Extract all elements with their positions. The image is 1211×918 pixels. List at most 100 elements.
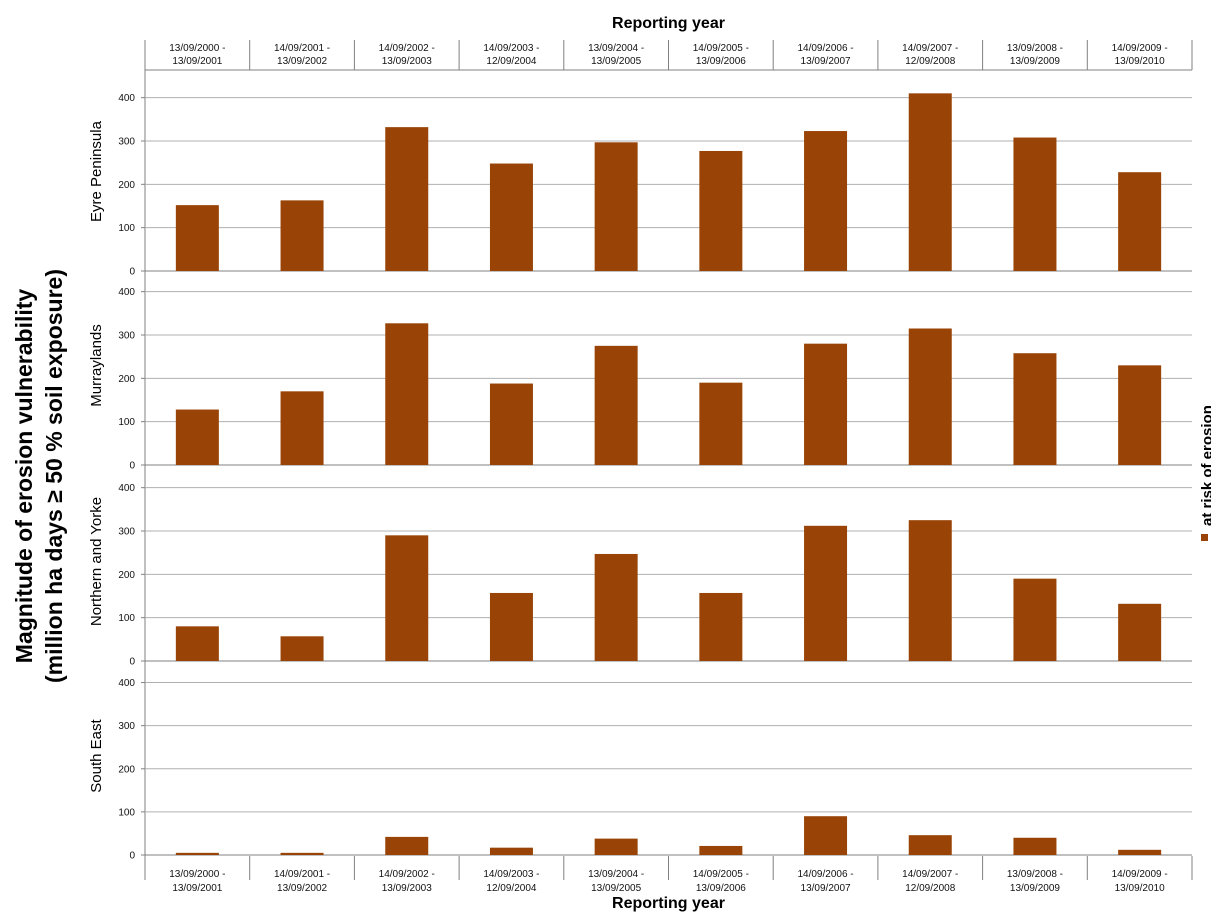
- bar: [280, 200, 324, 271]
- x-tick-label-top: 13/09/2003: [382, 56, 432, 67]
- x-tick-label-bottom: 13/09/2008 -: [1007, 869, 1063, 880]
- bar: [804, 343, 848, 465]
- x-tick-label-bottom: 13/09/2000 -: [169, 869, 225, 880]
- bar: [175, 626, 219, 661]
- legend-swatch: [1201, 534, 1208, 541]
- x-tick-label-top: 13/09/2004 -: [588, 43, 644, 54]
- x-tick-label-bottom: 14/09/2001 -: [274, 869, 330, 880]
- bar: [175, 205, 219, 271]
- y-tick-label: 200: [118, 180, 135, 191]
- y-tick-label: 100: [118, 613, 135, 624]
- x-tick-label-bottom: 13/09/2009: [1010, 883, 1060, 894]
- bar: [594, 345, 638, 465]
- bar: [804, 816, 848, 855]
- bar: [1118, 365, 1162, 465]
- y-axis-title-line2: (million ha days ≥ 50 % soil exposure): [41, 269, 67, 683]
- bar: [489, 847, 533, 855]
- x-tick-label-bottom: 13/09/2007: [801, 883, 851, 894]
- x-tick-label-top: 13/09/2001: [172, 56, 222, 67]
- bar: [908, 835, 952, 855]
- bar: [908, 93, 952, 271]
- bar: [594, 553, 638, 661]
- bar: [1118, 172, 1162, 271]
- bar: [1118, 603, 1162, 661]
- x-axis-title-bottom: Reporting year: [612, 895, 725, 912]
- bar: [804, 525, 848, 661]
- bar: [1013, 353, 1057, 465]
- x-tick-label-top: 14/09/2007 -: [902, 43, 958, 54]
- bar: [1013, 837, 1057, 855]
- bar: [385, 127, 429, 271]
- bar: [280, 391, 324, 465]
- x-tick-label-top: 14/09/2003 -: [483, 43, 539, 54]
- y-tick-label: 0: [129, 461, 135, 472]
- x-tick-label-top: 13/09/2007: [801, 56, 851, 67]
- bar: [594, 838, 638, 855]
- legend-label: at risk of erosion: [1199, 405, 1211, 526]
- y-tick-label: 400: [118, 483, 135, 494]
- y-tick-label: 0: [129, 267, 135, 278]
- bar: [594, 142, 638, 271]
- x-tick-label-top: 13/09/2006: [696, 56, 746, 67]
- x-tick-label-bottom: 14/09/2007 -: [902, 869, 958, 880]
- x-tick-label-top: 14/09/2006 -: [797, 43, 853, 54]
- y-tick-label: 0: [129, 851, 135, 862]
- bar: [489, 383, 533, 465]
- y-tick-label: 100: [118, 807, 135, 818]
- y-tick-label: 200: [118, 570, 135, 581]
- x-tick-label-bottom: 13/09/2005: [591, 883, 641, 894]
- x-tick-label-bottom: 14/09/2003 -: [483, 869, 539, 880]
- bar: [1013, 137, 1057, 271]
- bar: [280, 636, 324, 661]
- y-tick-label: 200: [118, 374, 135, 385]
- x-tick-label-bottom: 13/09/2003: [382, 883, 432, 894]
- x-tick-label-bottom: 13/09/2006: [696, 883, 746, 894]
- bar: [385, 323, 429, 465]
- x-tick-label-top: 13/09/2002: [277, 56, 327, 67]
- x-tick-label-top: 12/09/2004: [486, 56, 536, 67]
- x-tick-label-bottom: 14/09/2002 -: [379, 869, 435, 880]
- x-axis-title-top: Reporting year: [612, 15, 725, 32]
- bar: [908, 520, 952, 661]
- bar: [804, 131, 848, 271]
- bar: [175, 409, 219, 465]
- bar: [175, 852, 219, 855]
- bar: [385, 836, 429, 855]
- x-tick-label-bottom: 13/09/2001: [172, 883, 222, 894]
- x-tick-label-top: 13/09/2010: [1115, 56, 1165, 67]
- bar: [699, 382, 743, 465]
- y-tick-label: 400: [118, 93, 135, 104]
- panel-label: Murraylands: [88, 324, 105, 407]
- bar: [699, 592, 743, 661]
- bar: [489, 163, 533, 271]
- y-tick-label: 300: [118, 331, 135, 342]
- x-tick-label-bottom: 14/09/2005 -: [693, 869, 749, 880]
- bar: [1013, 578, 1057, 661]
- y-tick-label: 400: [118, 678, 135, 689]
- x-tick-label-top: 14/09/2005 -: [693, 43, 749, 54]
- y-tick-label: 200: [118, 764, 135, 775]
- y-tick-label: 300: [118, 137, 135, 148]
- x-tick-label-top: 14/09/2002 -: [379, 43, 435, 54]
- x-tick-label-bottom: 14/09/2009 -: [1112, 869, 1168, 880]
- y-tick-label: 100: [118, 223, 135, 234]
- y-tick-label: 300: [118, 527, 135, 538]
- y-tick-label: 100: [118, 417, 135, 428]
- panel-label: Northern and Yorke: [88, 497, 105, 626]
- bar: [280, 852, 324, 855]
- y-tick-label: 400: [118, 287, 135, 298]
- x-tick-label-bottom: 13/09/2010: [1115, 883, 1165, 894]
- panel-label: Eyre Peninsula: [88, 120, 105, 222]
- bar: [908, 328, 952, 465]
- y-axis-title-line1: Magnitude of erosion vulnerability: [11, 289, 37, 664]
- x-tick-label-top: 14/09/2001 -: [274, 43, 330, 54]
- x-tick-label-bottom: 12/09/2004: [486, 883, 536, 894]
- x-tick-label-top: 13/09/2009: [1010, 56, 1060, 67]
- x-tick-label-bottom: 14/09/2006 -: [797, 869, 853, 880]
- x-tick-label-top: 13/09/2008 -: [1007, 43, 1063, 54]
- x-tick-label-bottom: 13/09/2002: [277, 883, 327, 894]
- y-tick-label: 300: [118, 721, 135, 732]
- bar: [699, 845, 743, 855]
